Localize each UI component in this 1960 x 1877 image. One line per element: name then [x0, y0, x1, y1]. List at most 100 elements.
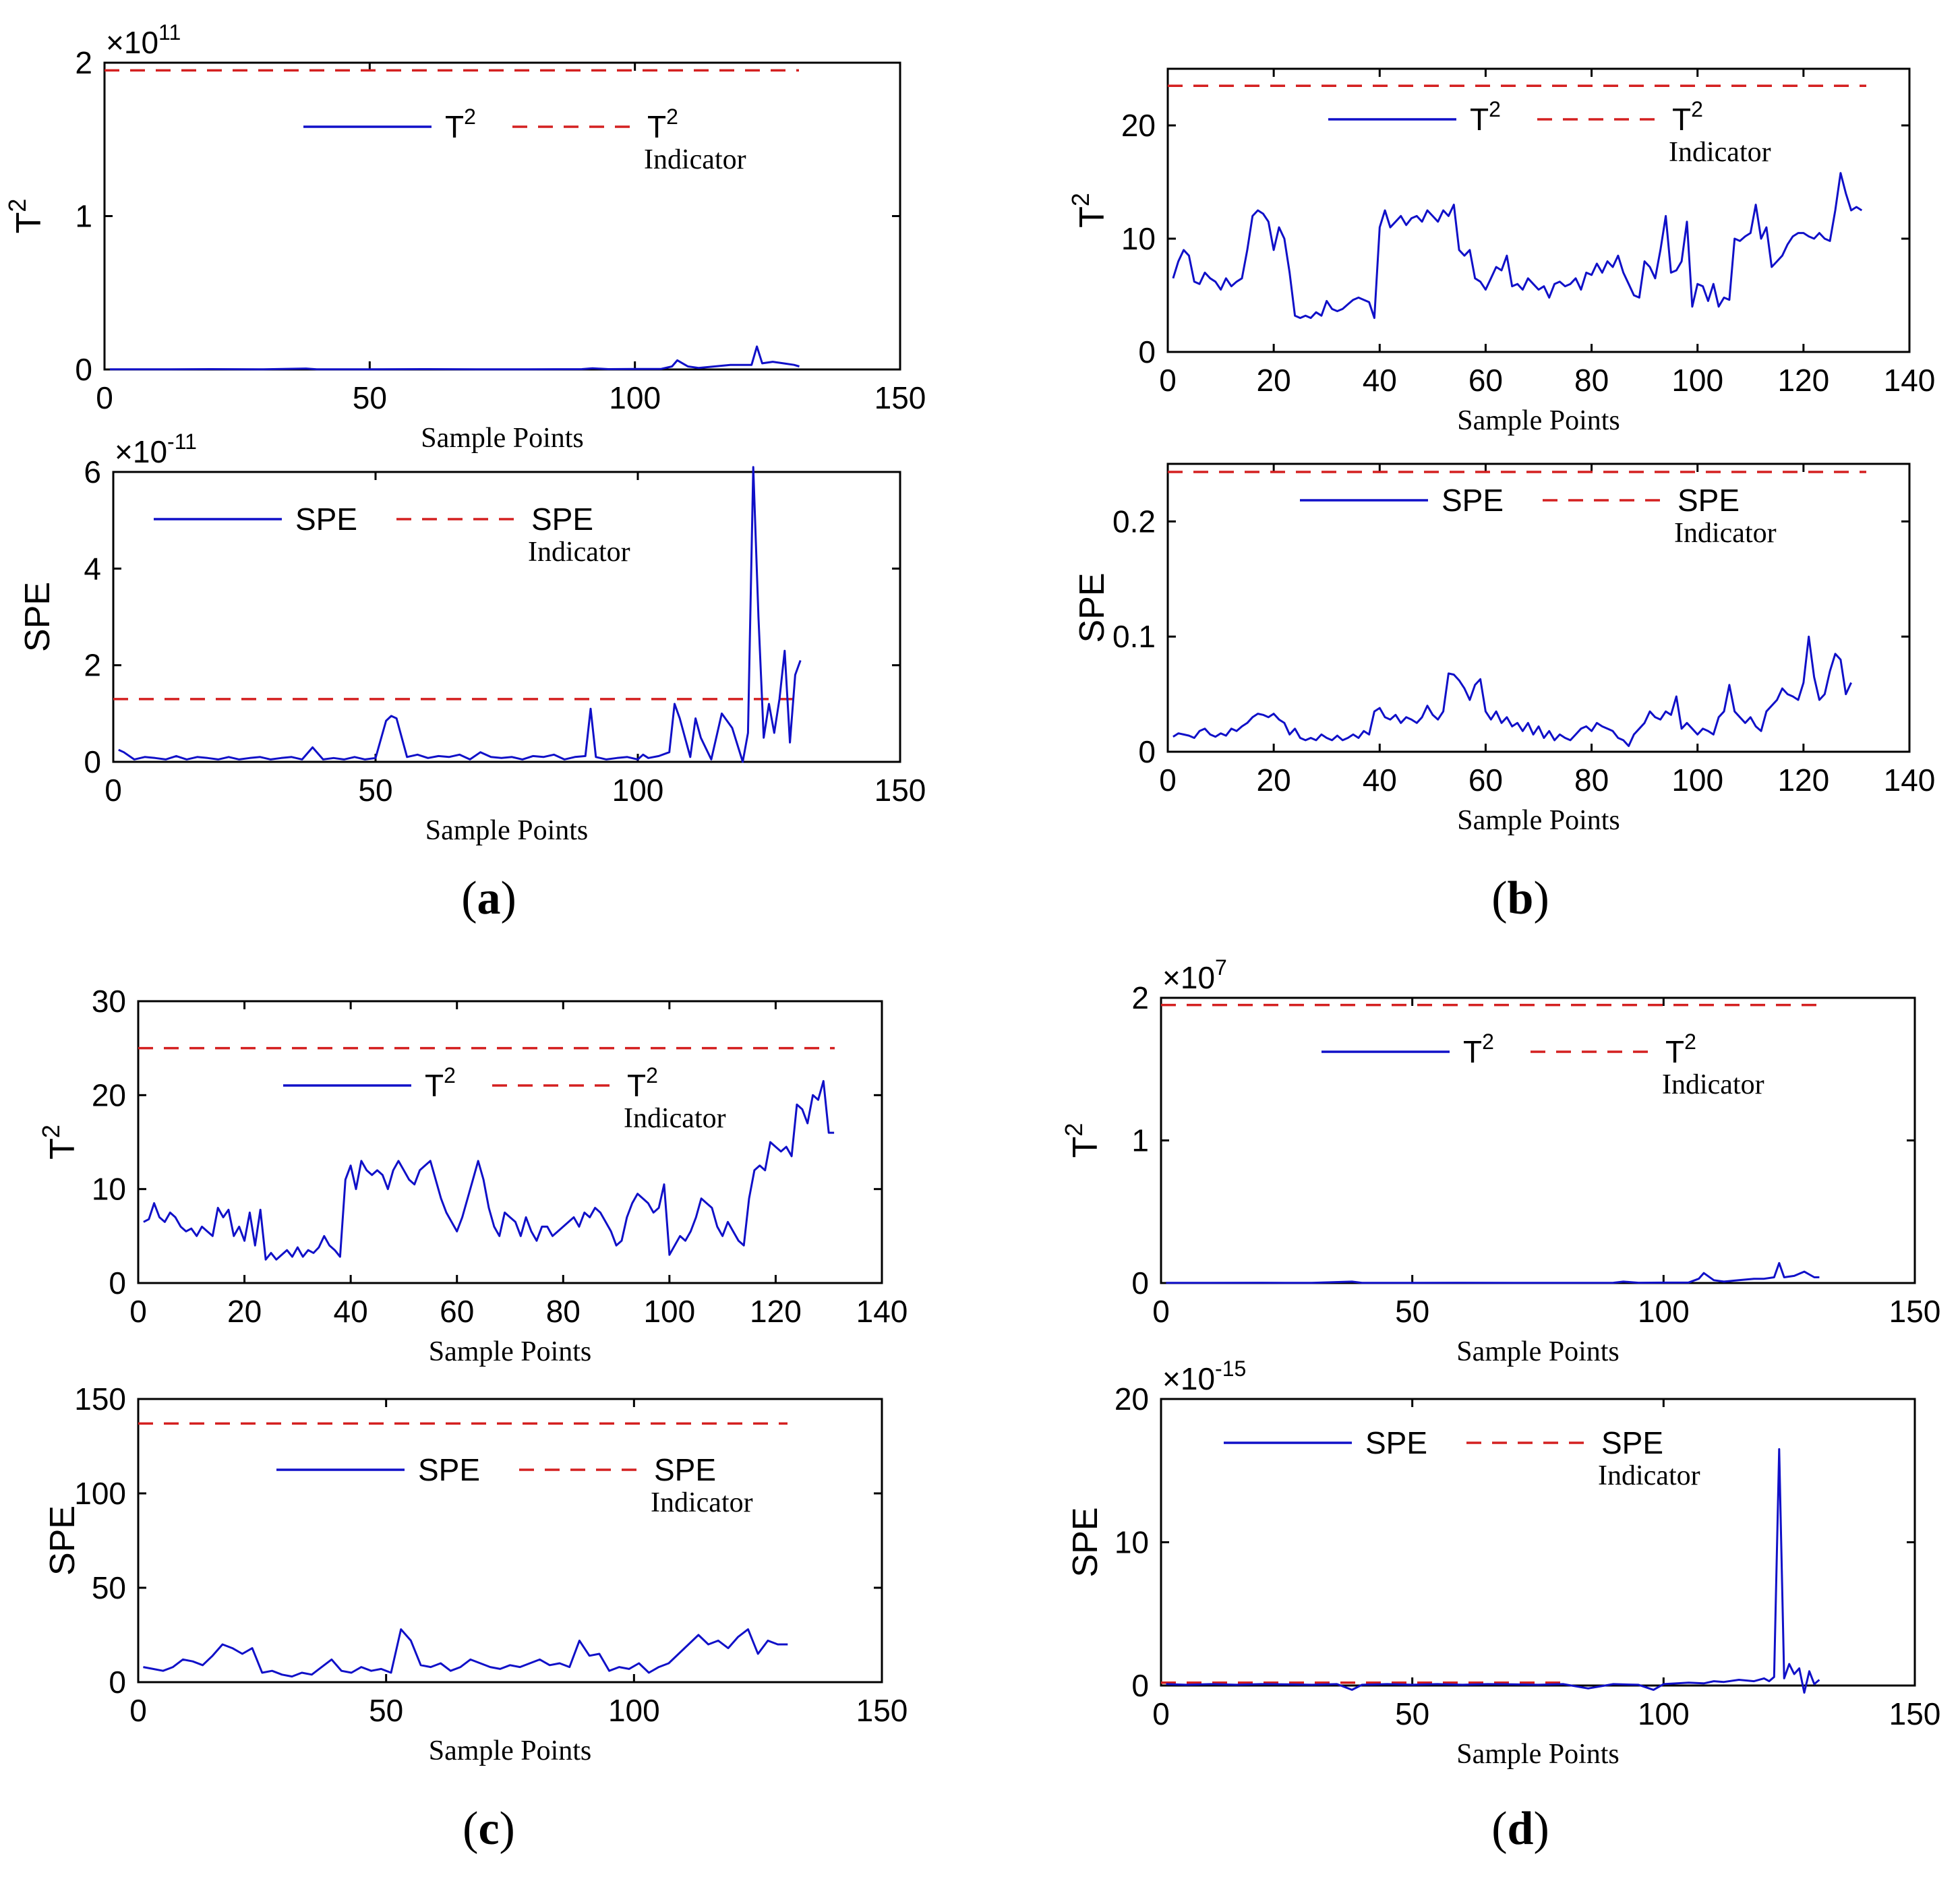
- y-tick-label: 20: [1121, 108, 1156, 143]
- series-line: [143, 1079, 835, 1261]
- x-tick-label: 40: [1363, 363, 1397, 398]
- series-line: [1172, 172, 1863, 320]
- x-axis-label: Sample Points: [1456, 1739, 1620, 1770]
- chart-c-spe: 0 50 100 150 0 50 100 150 SPE Sample Points SPE SPE…: [43, 1381, 908, 1766]
- x-tick-label: 0: [1152, 1294, 1170, 1329]
- x-tick-label: 140: [1884, 763, 1936, 798]
- x-tick-label: 120: [1777, 363, 1829, 398]
- axis-exponent: ×10-15: [1162, 1357, 1246, 1396]
- legend-series-label: SPE: [1365, 1425, 1427, 1460]
- x-tick-label: 100: [608, 1693, 660, 1728]
- y-tick-label: 2: [75, 45, 92, 80]
- legend-threshold-label: T2: [627, 1063, 658, 1103]
- y-axis-label: SPE: [1073, 572, 1112, 643]
- chart-d-spe: 0 50 100 150 0 10 20 ×10-15 SPE Sample Points SPE S…: [1066, 1357, 1940, 1770]
- y-axis-label: T2: [3, 199, 49, 234]
- y-tick-label: 0: [75, 352, 92, 387]
- legend-threshold-sublabel: Indicator: [1598, 1460, 1700, 1491]
- y-tick-label: 30: [92, 984, 126, 1019]
- legend-threshold-sublabel: Indicator: [1674, 518, 1777, 549]
- x-tick-label: 100: [1638, 1696, 1690, 1731]
- y-tick-label: 0.1: [1112, 619, 1156, 654]
- x-tick-label: 150: [1889, 1696, 1941, 1731]
- panel-label-b: (b): [1491, 872, 1549, 924]
- y-tick-label: 0: [109, 1265, 126, 1301]
- x-tick-label: 50: [1395, 1696, 1429, 1731]
- series-line: [109, 345, 800, 371]
- x-tick-label: 100: [1638, 1294, 1690, 1329]
- y-tick-label: 1: [75, 199, 92, 234]
- series-line: [1166, 1261, 1820, 1284]
- y-tick-label: 4: [84, 551, 101, 586]
- y-tick-label: 2: [84, 648, 101, 683]
- axes-frame: [1166, 67, 1911, 353]
- legend-threshold-sublabel: Indicator: [528, 537, 630, 568]
- x-axis-label: Sample Points: [1457, 805, 1620, 836]
- x-tick-label: 100: [1671, 763, 1723, 798]
- y-axis-label: T2: [1067, 193, 1112, 228]
- legend-threshold-sublabel: Indicator: [651, 1487, 753, 1518]
- x-tick-label: 140: [1884, 363, 1936, 398]
- panel-label-c: (c): [463, 1803, 515, 1855]
- axes-frame: [1160, 996, 1916, 1284]
- legend-threshold-sublabel: Indicator: [624, 1103, 726, 1134]
- x-tick-label: 100: [612, 773, 664, 808]
- x-tick-label: 0: [1159, 763, 1177, 798]
- x-tick-label: 100: [643, 1294, 695, 1329]
- y-tick-label: 50: [92, 1570, 126, 1605]
- x-tick-label: 0: [1159, 363, 1177, 398]
- series-line: [1166, 1448, 1820, 1694]
- x-tick-label: 60: [440, 1294, 474, 1329]
- legend-series-label: SPE: [1442, 483, 1504, 518]
- y-axis-label: SPE: [43, 1506, 82, 1576]
- y-tick-label: 10: [92, 1172, 126, 1207]
- x-tick-label: 20: [1257, 363, 1291, 398]
- y-tick-label: 10: [1121, 221, 1156, 256]
- x-axis-label: Sample Points: [429, 1336, 592, 1367]
- panel-label-a: (a): [461, 872, 516, 924]
- legend-threshold-label: SPE: [531, 502, 593, 537]
- axes-frame: [1166, 463, 1911, 753]
- x-axis-label: Sample Points: [1457, 405, 1620, 436]
- x-tick-label: 0: [129, 1294, 147, 1329]
- series-line: [118, 466, 802, 763]
- legend-series-label: T2: [425, 1063, 456, 1103]
- x-axis-label: Sample Points: [429, 1735, 592, 1766]
- legend-threshold-label: T2: [1665, 1030, 1696, 1069]
- y-tick-label: 1: [1131, 1123, 1149, 1158]
- x-tick-label: 50: [1395, 1294, 1429, 1329]
- x-tick-label: 150: [856, 1693, 908, 1728]
- y-axis-label: T2: [1060, 1123, 1105, 1158]
- x-tick-label: 0: [129, 1693, 147, 1728]
- series-line: [1172, 635, 1852, 747]
- legend-series-label: SPE: [295, 502, 357, 537]
- x-tick-label: 20: [1257, 763, 1291, 798]
- y-tick-label: 0: [1138, 734, 1156, 769]
- y-tick-label: 0: [84, 744, 101, 779]
- y-axis-label: SPE: [1066, 1507, 1105, 1577]
- x-tick-label: 60: [1468, 363, 1503, 398]
- legend-series-label: SPE: [418, 1452, 480, 1487]
- y-tick-label: 150: [74, 1381, 126, 1417]
- legend-threshold-sublabel: Indicator: [644, 144, 746, 175]
- legend-threshold-label: SPE: [1677, 483, 1740, 518]
- y-tick-label: 0: [109, 1665, 126, 1700]
- chart-b-t2: 0 20 40 60 80 100 120 140 0 10 20 T2 Sample Points T2…: [1067, 67, 1936, 436]
- chart-a-spe: 0 50 100 150 0 2 4 6 ×10-11 SPE Sample Points SPE SP…: [18, 429, 926, 846]
- x-tick-label: 60: [1468, 763, 1503, 798]
- x-axis-label: Sample Points: [421, 423, 584, 454]
- y-tick-label: 0: [1131, 1668, 1149, 1703]
